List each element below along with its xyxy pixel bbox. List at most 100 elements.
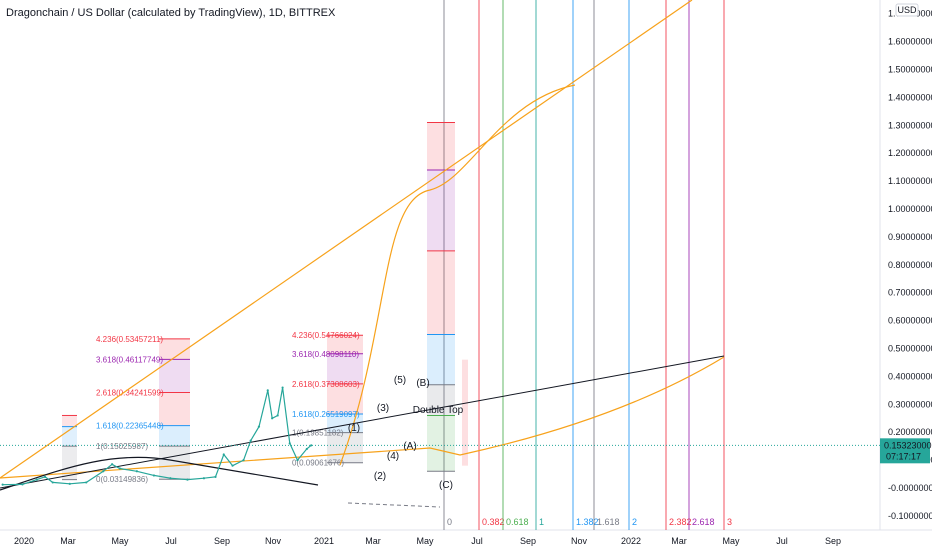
- fib-zone-fill: [427, 415, 455, 472]
- price-point: [111, 463, 114, 466]
- price-point: [43, 475, 47, 478]
- wave-label: (B): [416, 378, 429, 389]
- time-tick-label: Sep: [520, 536, 536, 546]
- price-tick-label: -0.10000000: [888, 511, 932, 521]
- price-point: [152, 474, 155, 477]
- price-tick-label: 1.20000000: [888, 148, 932, 158]
- time-tick-label: Sep: [214, 536, 230, 546]
- time-tick-label: May: [722, 536, 740, 546]
- last-price-badge: [880, 438, 930, 464]
- fib-level-label: 3.618(0.48098110): [292, 350, 359, 359]
- price-point: [186, 478, 189, 481]
- fib-level-label: 2.618(0.37308603): [292, 380, 360, 389]
- fib-zone-fill: [62, 426, 77, 447]
- price-point: [257, 425, 261, 428]
- price-tick-label: 1.10000000: [888, 176, 932, 186]
- price-point: [214, 475, 217, 478]
- price-tick-label: 1.50000000: [888, 65, 932, 75]
- price-point: [296, 459, 299, 462]
- fib-level-label: 0(0.03149836): [96, 475, 148, 484]
- price-tick-label: 1.00000000: [888, 204, 932, 214]
- price-tick-label: 0.40000000: [888, 371, 932, 381]
- wave-label: (2): [374, 471, 386, 482]
- price-point: [222, 453, 225, 456]
- price-point: [266, 389, 269, 392]
- fib-time-zone-label: 0.618: [506, 517, 529, 527]
- fib-time-zone-label: 2: [632, 517, 637, 527]
- price-point: [288, 442, 291, 445]
- price-point: [169, 477, 172, 480]
- price-point: [249, 439, 252, 442]
- fib-level-label: 1.618(0.22365448): [96, 422, 164, 431]
- orange-trend-line: [0, 0, 693, 479]
- orange-upper-curve: [339, 84, 576, 466]
- fib-zone-fill: [427, 334, 455, 385]
- fib-zone-fill: [327, 383, 363, 415]
- fib-level-label: 4.236(0.53457211): [96, 335, 163, 344]
- fib-time-zone-label: 0.382: [482, 517, 505, 527]
- price-point: [21, 483, 24, 486]
- fib-time-zone-label: 1.382: [576, 517, 599, 527]
- fib-zone-fill: [427, 384, 455, 416]
- price-point: [305, 447, 308, 451]
- time-tick-label: May: [416, 536, 434, 546]
- fib-level-label: 0(0.09061676): [292, 459, 344, 468]
- wave-label: (A): [403, 441, 416, 452]
- price-tick-label: 1.40000000: [888, 92, 932, 102]
- price-tick-label: 0.50000000: [888, 344, 932, 354]
- time-tick-label: 2020: [14, 536, 34, 546]
- price-point: [1, 483, 4, 486]
- price-point: [118, 467, 121, 470]
- fib-zone-fill: [462, 359, 468, 466]
- time-tick-label: Nov: [265, 536, 282, 546]
- fib-zone-fill: [427, 169, 455, 251]
- time-tick-label: Jul: [165, 536, 177, 546]
- wave-label: (1): [348, 423, 360, 434]
- price-point: [271, 417, 274, 420]
- countdown-value: 07:17:17: [886, 451, 921, 461]
- time-tick-label: Sep: [825, 536, 841, 546]
- fib-time-zone-label: 3: [727, 517, 732, 527]
- fib-zone-fill: [159, 425, 190, 447]
- price-point: [310, 444, 313, 447]
- fib-zone-fill: [327, 335, 363, 354]
- price-point: [102, 470, 105, 473]
- wave-label: (4): [387, 451, 399, 462]
- price-tick-label: 0.30000000: [888, 399, 932, 409]
- fib-zone-fill: [427, 122, 455, 170]
- orange-lower-curve: [0, 356, 725, 479]
- fib-zone-fill: [427, 250, 455, 335]
- price-tick-label: 0.80000000: [888, 260, 932, 270]
- fib-time-zone-label: 1: [539, 517, 544, 527]
- price-tick-label: -0.00000000: [888, 483, 932, 493]
- fib-time-zone-label: 2.382: [669, 517, 692, 527]
- price-point: [35, 478, 38, 481]
- fib-zone-fill: [159, 392, 190, 426]
- fib-level-label: 1(0.15025987): [96, 442, 148, 451]
- fib-zone-fill: [327, 353, 363, 384]
- wave-label: (C): [439, 480, 453, 491]
- price-series-line: [2, 387, 312, 486]
- price-point: [68, 482, 71, 485]
- dashed-line: [347, 502, 441, 508]
- price-tick-label: 1.60000000: [888, 37, 932, 47]
- wave-label: (3): [377, 403, 389, 414]
- time-tick-label: Jul: [776, 536, 788, 546]
- annotation-label: Double Top: [413, 405, 464, 416]
- price-point: [51, 481, 54, 484]
- fib-time-zone-label: 2.618: [692, 517, 715, 527]
- time-tick-label: 2022: [621, 536, 641, 546]
- fib-level-label: 4.236(0.54766024): [292, 331, 360, 340]
- price-tick-label: 1.30000000: [888, 120, 932, 130]
- time-tick-label: 2021: [314, 536, 334, 546]
- price-point: [242, 459, 245, 462]
- fib-zone-fill: [62, 415, 77, 427]
- fib-level-label: 1.618(0.26519097): [292, 410, 360, 419]
- price-point: [202, 477, 206, 480]
- price-point: [85, 481, 88, 484]
- fib-zone-fill: [327, 414, 363, 433]
- wave-label: (5): [394, 375, 406, 386]
- price-point: [135, 470, 138, 473]
- time-tick-label: Mar: [60, 536, 76, 546]
